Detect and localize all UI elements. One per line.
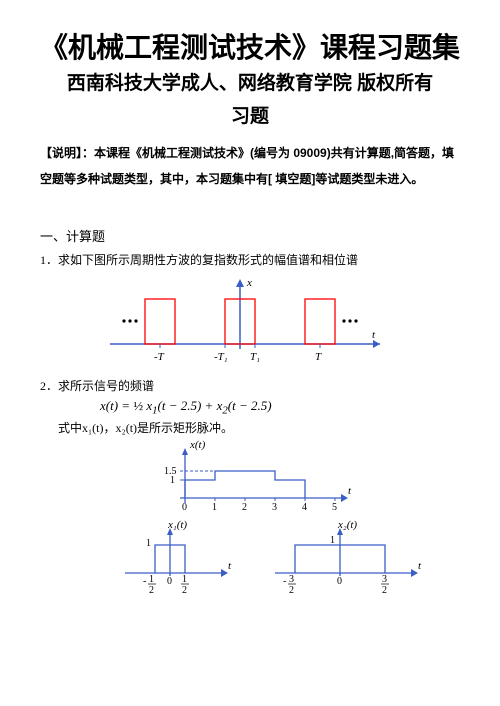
svg-text:3: 3 xyxy=(289,574,294,585)
xt0: 0 xyxy=(182,502,187,513)
xt5: 5 xyxy=(332,502,337,513)
xt0: 0 xyxy=(167,576,172,587)
svg-text:3: 3 xyxy=(382,574,387,585)
tick--T: -T xyxy=(154,351,165,363)
figure-2-top: x(t) t 1 1.5 0 1 2 3 4 5 xyxy=(140,438,460,518)
y-axis-label: x xyxy=(246,277,252,289)
doc-subtitle-1: 西南科技大学成人、网络教育学院 版权所有 xyxy=(40,70,460,99)
figure-1: x t -T -T₁ T₁ T xyxy=(90,274,460,369)
doc-title: 《机械工程测试技术》课程习题集 xyxy=(40,30,460,66)
x-axis-label: t xyxy=(372,329,376,341)
xt-svg: x(t) t 1 1.5 0 1 2 3 4 5 xyxy=(140,438,360,518)
question-2: 2．求所示信号的频谱 xyxy=(40,377,460,396)
svg-text:-: - xyxy=(143,576,146,587)
svg-text:2: 2 xyxy=(182,585,187,596)
square-wave-svg: x t -T -T₁ T₁ T xyxy=(90,274,390,369)
question-1: 1．求如下图所示周期性方波的复指数形式的幅值谱和相位谱 xyxy=(40,251,460,270)
tick-T1: T₁ xyxy=(250,351,260,363)
svg-text:2: 2 xyxy=(149,585,154,596)
tick-T: T xyxy=(315,351,322,363)
figure-2-bottom: x₁(t) t 1 - 1 2 0 1 2 x₂(t) xyxy=(110,518,460,598)
svg-text:1: 1 xyxy=(182,574,187,585)
note-line-1: 【说明】：本课程《机械工程测试技术》(编号为 09009)共有计算题,简答题，填 xyxy=(40,141,460,166)
ytick: 1 xyxy=(146,538,151,549)
doc-subtitle-2: 习题 xyxy=(40,103,460,132)
xt2: 2 xyxy=(242,502,247,513)
xt0: 0 xyxy=(337,576,342,587)
question-2-tail: 式中x₁(t)，x₂(t)是所示矩形脉冲。 xyxy=(58,419,460,436)
question-2-formula: x(t) = ½ x1(t − 2.5) + x2(t − 2.5) xyxy=(100,398,460,417)
x2t-svg: x₂(t) t 1 - 3 2 0 3 2 xyxy=(260,518,430,598)
svg-text:2: 2 xyxy=(289,585,294,596)
ytick: 1 xyxy=(330,535,335,546)
x-label: t xyxy=(418,560,422,572)
x1t-svg: x₁(t) t 1 - 1 2 0 1 2 xyxy=(110,518,240,598)
svg-text:-: - xyxy=(283,576,286,587)
xt3: 3 xyxy=(272,502,277,513)
page: 《机械工程测试技术》课程习题集 西南科技大学成人、网络教育学院 版权所有 习题 … xyxy=(0,0,500,618)
x-label: t xyxy=(348,485,352,497)
note-line-2: 空题等多种试题类型，其中，本习题集中有[ 填空题]等试题类型未进入。 xyxy=(40,167,460,192)
svg-text:2: 2 xyxy=(382,585,387,596)
xt1: 1 xyxy=(212,502,217,513)
note-block: 【说明】：本课程《机械工程测试技术》(编号为 09009)共有计算题,简答题，填… xyxy=(40,141,460,191)
xt4: 4 xyxy=(302,502,307,513)
y-label: x(t) xyxy=(189,439,206,451)
svg-text:1: 1 xyxy=(149,574,154,585)
section-heading: 一、计算题 xyxy=(40,226,460,245)
tick--T1: -T₁ xyxy=(214,351,228,363)
x-label: t xyxy=(228,560,232,572)
ytick-1.5: 1.5 xyxy=(164,466,177,477)
